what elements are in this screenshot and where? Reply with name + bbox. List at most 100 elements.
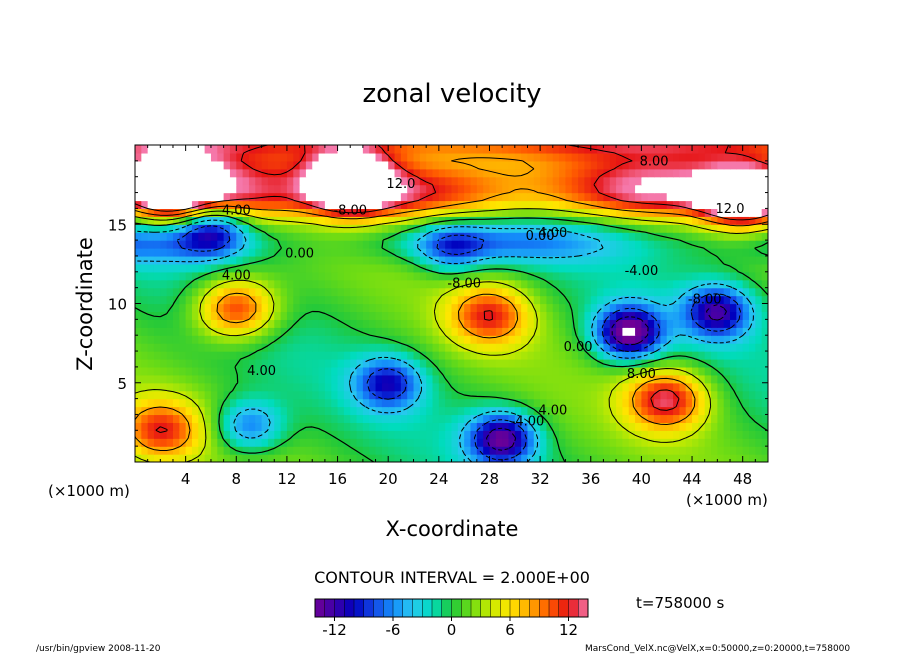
heatmap-cell — [223, 438, 231, 447]
heatmap-cell — [546, 414, 554, 423]
heatmap-cell — [514, 454, 522, 462]
heatmap-cell — [274, 152, 282, 162]
heatmap-cell — [362, 303, 370, 313]
x-tick-label: 24 — [429, 470, 448, 488]
heatmap-cell — [318, 406, 326, 416]
heatmap-cell — [318, 208, 326, 217]
heatmap-cell — [141, 263, 149, 273]
heatmap-cell — [514, 414, 522, 423]
heatmap-cell — [223, 295, 231, 305]
heatmap-cell — [331, 311, 339, 320]
heatmap-cell — [603, 240, 611, 249]
heatmap-cell — [242, 152, 250, 162]
heatmap-cell — [305, 454, 313, 462]
heatmap-cell — [502, 216, 510, 225]
heatmap-cell — [267, 374, 275, 384]
heatmap-cell — [274, 438, 282, 447]
heatmap-cell — [432, 248, 440, 257]
heatmap-cell — [274, 287, 282, 297]
heatmap-cell — [337, 358, 345, 368]
heatmap-cell — [280, 279, 288, 289]
heatmap-cell — [267, 414, 275, 423]
heatmap-cell — [261, 374, 269, 384]
heatmap-cell — [185, 271, 193, 281]
heatmap-cell — [559, 398, 567, 408]
heatmap-cell — [483, 327, 491, 336]
heatmap-cell — [375, 398, 383, 408]
heatmap-cell — [736, 414, 744, 423]
heatmap-cell — [597, 438, 605, 447]
heatmap-cell — [749, 358, 756, 368]
heatmap-cell — [597, 454, 605, 462]
heatmap-cell — [464, 208, 472, 217]
heatmap-cell — [248, 374, 256, 384]
heatmap-cell — [451, 351, 459, 360]
heatmap-cell — [692, 248, 699, 257]
heatmap-cell — [742, 335, 750, 344]
heatmap-cell — [679, 422, 687, 431]
heatmap-cell — [350, 414, 358, 423]
heatmap-cell — [685, 430, 693, 439]
heatmap-cell — [540, 184, 548, 194]
heatmap-cell — [476, 224, 484, 233]
heatmap-cell — [331, 248, 339, 257]
heatmap-cell — [312, 358, 320, 368]
heatmap-cell — [508, 358, 516, 368]
heatmap-cell — [495, 216, 503, 225]
heatmap-cell — [717, 216, 725, 225]
heatmap-cell — [375, 366, 383, 376]
heatmap-cell — [147, 366, 155, 376]
heatmap-cell — [141, 366, 149, 376]
heatmap-cell — [451, 358, 459, 368]
heatmap-cell — [692, 192, 699, 202]
heatmap-cell — [369, 358, 377, 368]
heatmap-cell — [324, 192, 332, 202]
heatmap-cell — [438, 311, 446, 320]
heatmap-cell — [318, 160, 326, 170]
heatmap-cell — [147, 224, 155, 233]
heatmap-cell — [603, 303, 611, 313]
heatmap-cell — [698, 168, 706, 178]
heatmap-cell — [210, 184, 218, 194]
heatmap-cell — [679, 224, 687, 233]
heatmap-cell — [635, 168, 642, 178]
heatmap-cell — [280, 303, 288, 313]
heatmap-cell — [679, 160, 687, 170]
heatmap-cell — [761, 145, 768, 154]
heatmap-cell — [223, 216, 231, 225]
heatmap-cell — [546, 192, 554, 202]
heatmap-cell — [622, 240, 630, 249]
heatmap-cell — [210, 390, 218, 400]
heatmap-cell — [153, 152, 161, 162]
heatmap-cell — [578, 374, 586, 384]
heatmap-cell — [457, 152, 465, 162]
heatmap-cell — [717, 430, 725, 439]
heatmap-cell — [419, 430, 427, 439]
heatmap-cell — [445, 145, 453, 154]
heatmap-cell — [603, 216, 611, 225]
heatmap-cell — [369, 152, 377, 162]
heatmap-cell — [616, 422, 624, 431]
heatmap-cell — [609, 160, 617, 170]
heatmap-cell — [141, 438, 149, 447]
heatmap-cell — [597, 240, 605, 249]
heatmap-cell — [343, 224, 351, 233]
heatmap-cell — [514, 335, 522, 344]
heatmap-cell — [761, 382, 768, 392]
heatmap-cell — [704, 303, 712, 313]
heatmap-cell — [400, 374, 408, 384]
heatmap-cell — [457, 216, 465, 225]
heatmap-cell — [210, 224, 218, 233]
heatmap-cell — [261, 414, 269, 423]
heatmap-cell — [666, 430, 674, 439]
heatmap-cell — [540, 295, 548, 305]
heatmap-cell — [464, 303, 472, 313]
heatmap-cell — [350, 351, 358, 360]
heatmap-cell — [166, 295, 174, 305]
heatmap-cell — [179, 351, 187, 360]
heatmap-cell — [305, 240, 313, 249]
heatmap-cell — [274, 200, 282, 210]
heatmap-cell — [628, 343, 636, 352]
heatmap-cell — [736, 263, 744, 273]
heatmap-cell — [369, 200, 377, 210]
